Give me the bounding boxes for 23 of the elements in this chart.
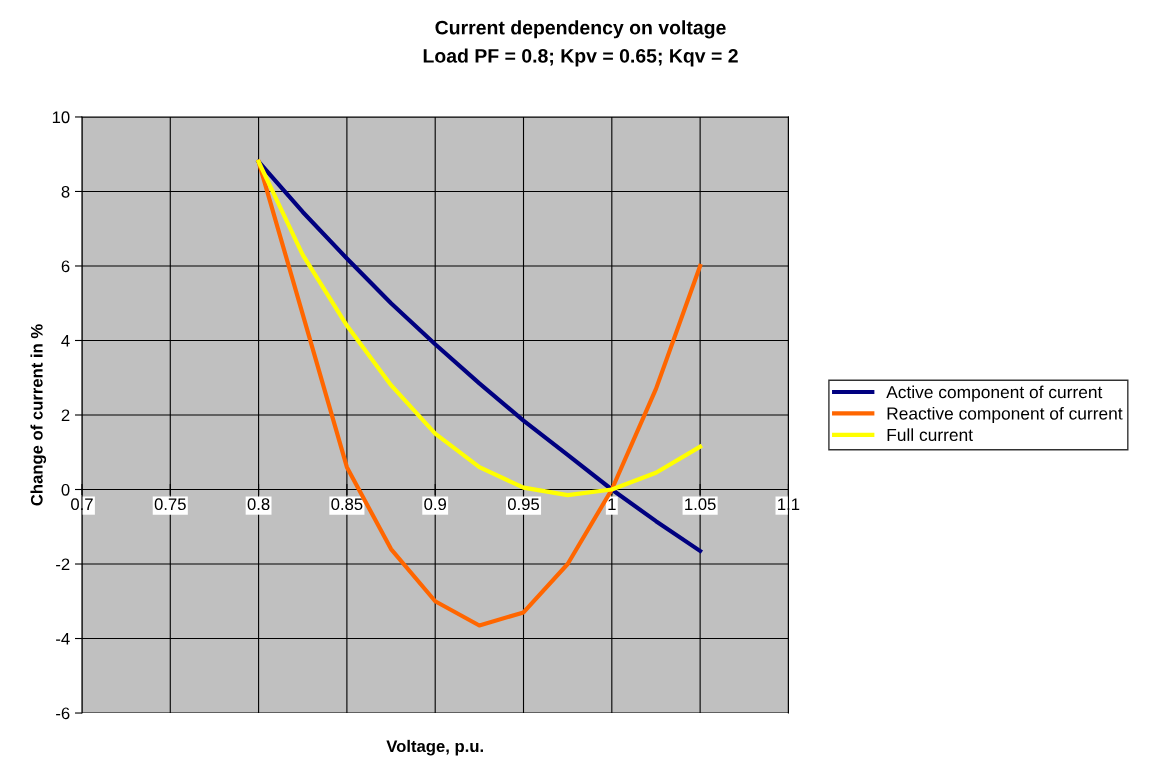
chart-title: Current dependency on voltage [435,20,726,39]
x-tick-label: 1 [608,498,616,510]
y-tick-label: 0 [61,483,70,496]
x-axis-title: Voltage, p.u. [386,739,483,756]
x-tick-label: 0.75 [154,498,186,511]
y-axis-title: Change of current in % [30,324,47,506]
y-tick-label: 8 [61,185,70,198]
y-tick-label: -4 [56,633,70,645]
y-tick-label: -2 [56,558,70,571]
legend-label: Active component of current [886,385,1103,402]
x-tick-label: 0.85 [331,498,363,511]
y-tick-label: 2 [61,409,70,422]
y-tick-label: -6 [56,707,70,720]
x-tick-label: 0.9 [424,498,446,511]
x-tick-label: 1.05 [685,498,716,511]
x-tick-label: 0.95 [507,498,540,511]
y-tick-label: 10 [52,111,70,124]
y-tick-label: 4 [61,335,70,347]
y-tick-label: 6 [61,260,70,273]
legend-label: Full current [887,428,973,442]
x-tick-label: 0.8 [247,498,270,511]
chart-subtitle: Load PF = 0.8; Kpv = 0.65; Kqv = 2 [423,48,738,67]
legend-label: Reactive component of current [887,406,1123,424]
